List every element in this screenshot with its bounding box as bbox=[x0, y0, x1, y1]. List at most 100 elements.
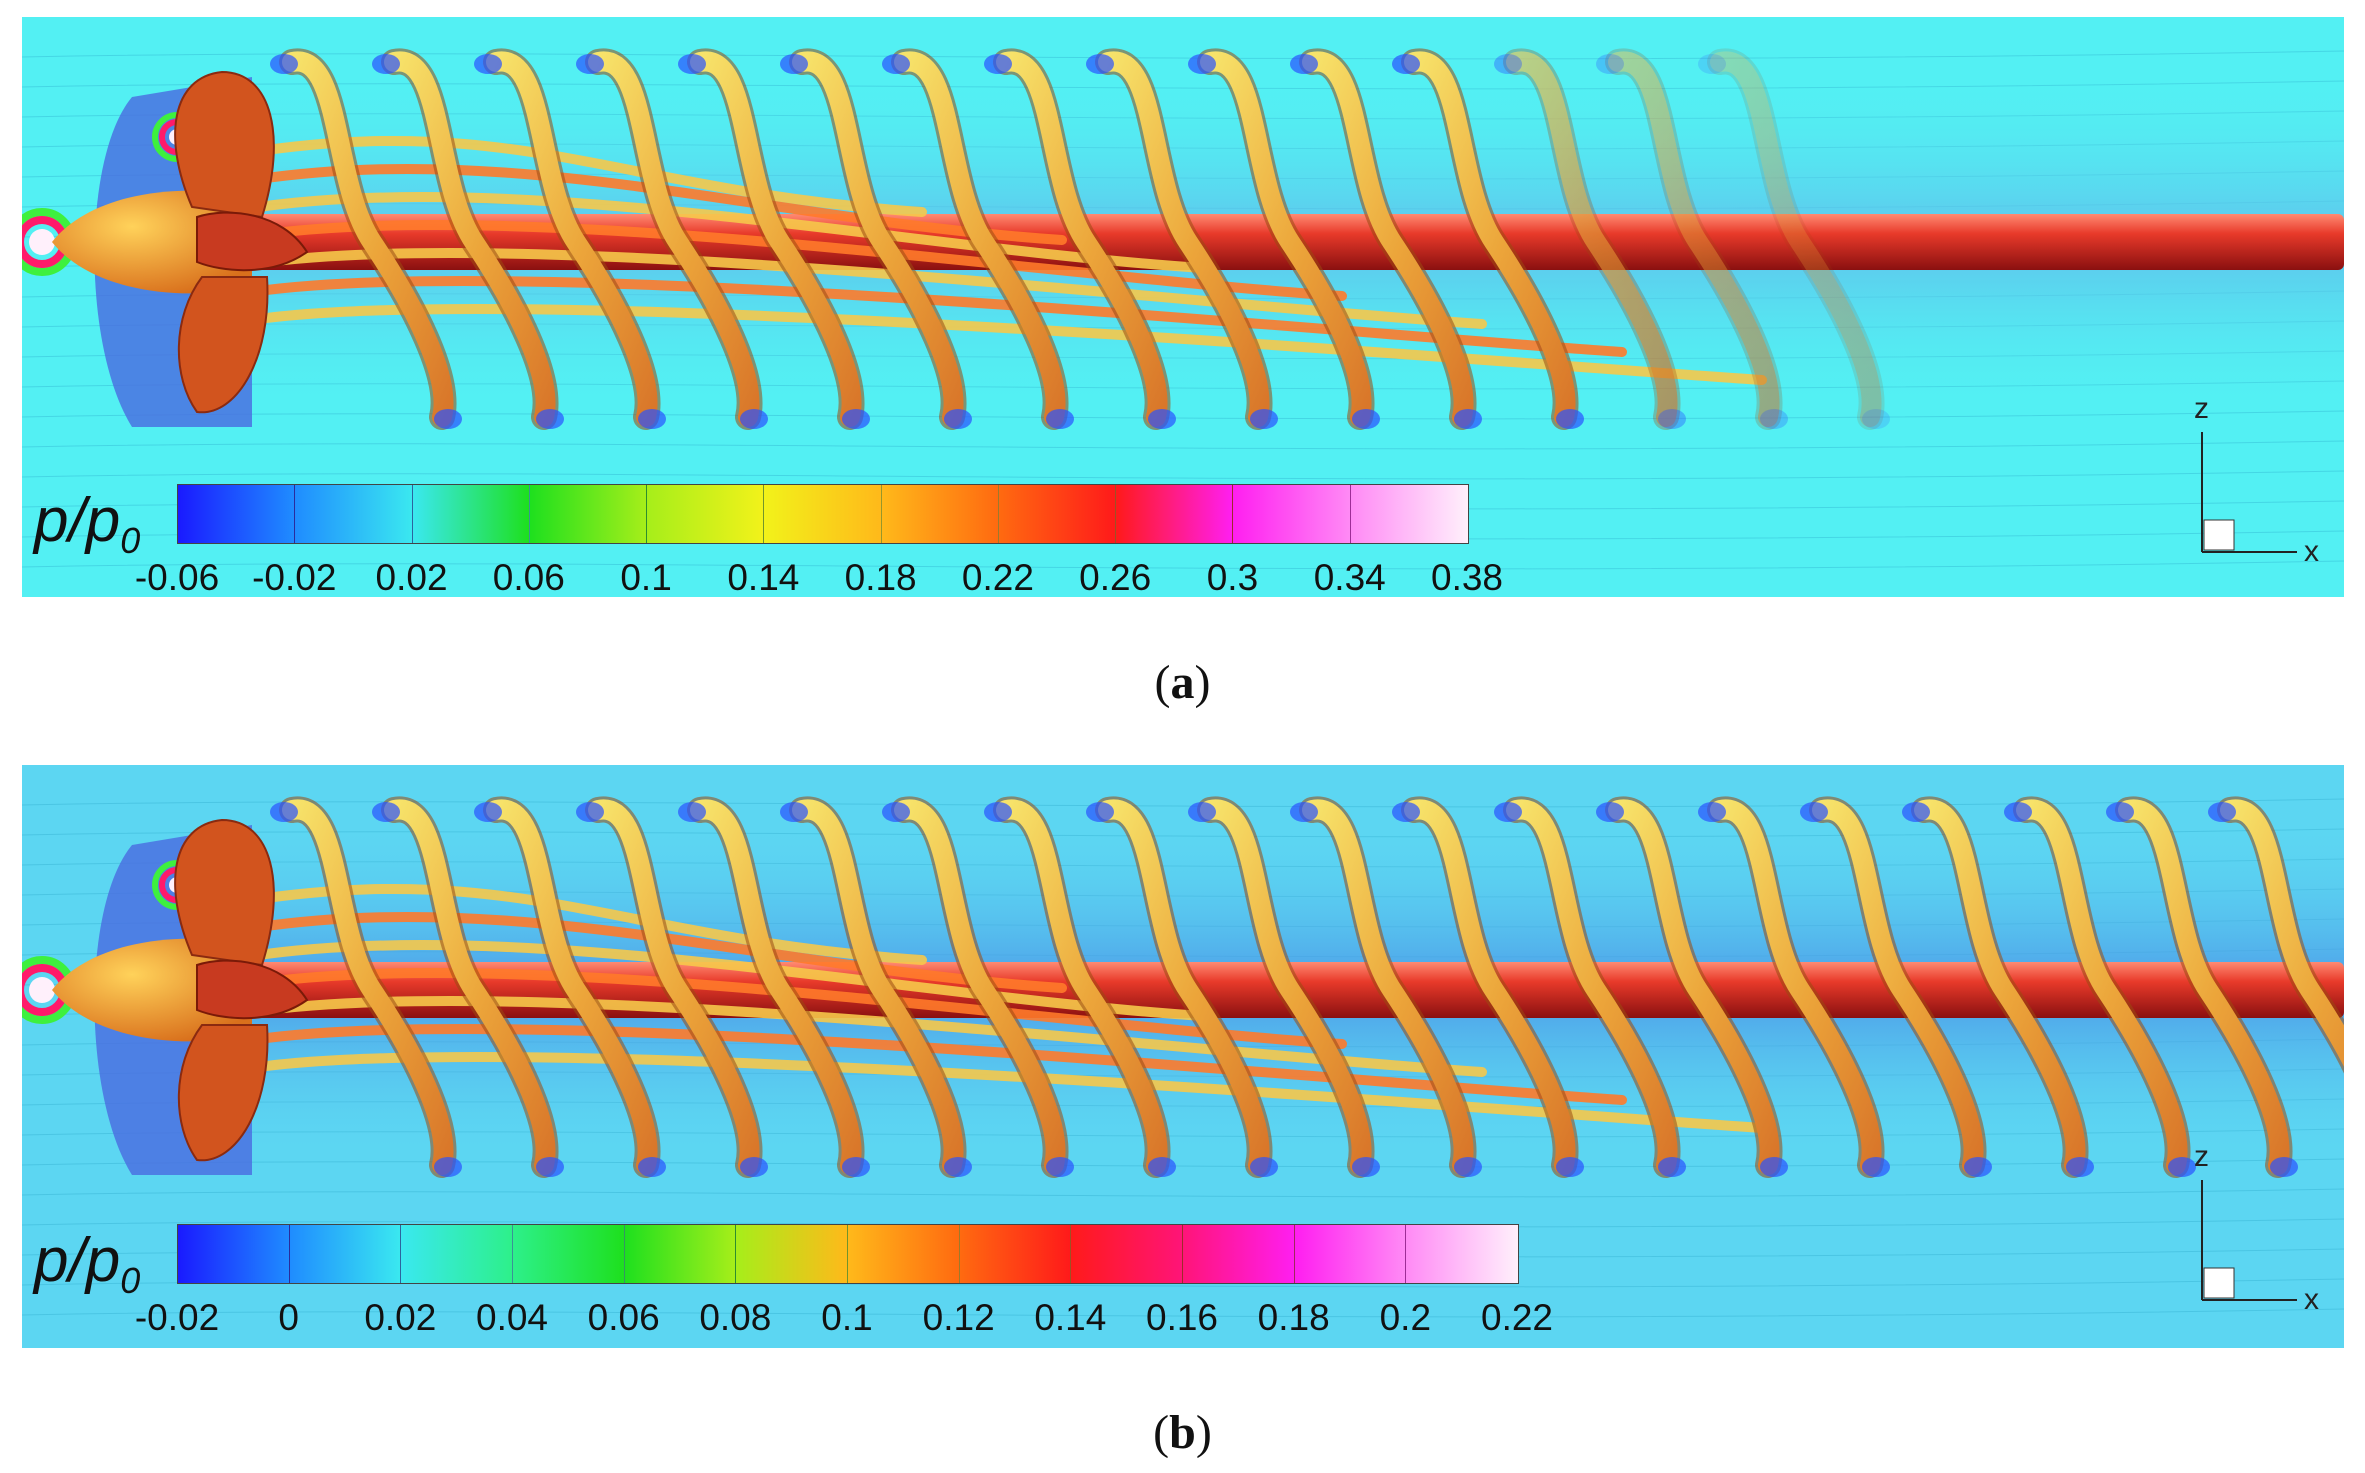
vortex-core-mark bbox=[1556, 409, 1584, 429]
tip-vortex bbox=[1812, 799, 1984, 1175]
vortex-core-mark bbox=[984, 54, 1012, 74]
caption-b: (b) bbox=[1153, 1406, 1212, 1459]
colorbar-segment bbox=[178, 485, 296, 543]
pressure-contour-field bbox=[22, 765, 2344, 1348]
colorbar bbox=[177, 484, 1469, 544]
axis-triad-lines bbox=[2201, 432, 2297, 553]
colorbar-tick-label: 0.1 bbox=[620, 557, 672, 597]
vortex-core-mark bbox=[1454, 1157, 1482, 1177]
vortex-core-mark bbox=[1596, 54, 1624, 74]
vortex-core-mark bbox=[1862, 409, 1890, 429]
colorbar-segment bbox=[512, 1225, 625, 1283]
vortex-core-mark bbox=[576, 802, 604, 822]
colorbar-tick-label: 0.04 bbox=[475, 1297, 549, 1338]
axis-triad-lines bbox=[2201, 1180, 2297, 1301]
colorbar-tick-label: 0.2 bbox=[1379, 1297, 1432, 1338]
colorbar-segment bbox=[998, 485, 1117, 543]
vortex-core-mark bbox=[1250, 409, 1278, 429]
colorbar-segment bbox=[847, 1225, 960, 1283]
tip-vortex bbox=[1914, 799, 2086, 1175]
tip-vortex bbox=[282, 51, 454, 427]
axis-label-z: z bbox=[2194, 392, 2209, 425]
colorbar-segment bbox=[959, 1225, 1072, 1283]
colorbar-tick-label: 0.38 bbox=[1430, 557, 1504, 597]
tip-vortex bbox=[1608, 799, 1780, 1175]
tip-vortex bbox=[588, 51, 760, 427]
vortex-core-mark bbox=[474, 802, 502, 822]
tip-vortices bbox=[270, 796, 2344, 1178]
vortex-core-mark bbox=[882, 54, 910, 74]
tip-vortex bbox=[2118, 799, 2290, 1175]
tip-vortex bbox=[690, 51, 862, 427]
colorbar-label: p/p0 bbox=[34, 486, 141, 561]
tip-vortices bbox=[270, 48, 1890, 430]
colorbar-tick-label: -0.02 bbox=[252, 557, 337, 597]
vortex-core-mark bbox=[944, 409, 972, 429]
vortex-core-mark bbox=[2004, 802, 2032, 822]
vortex-core-mark bbox=[1392, 802, 1420, 822]
colorbar-segment bbox=[401, 1225, 513, 1283]
colorbar-segment bbox=[1116, 485, 1234, 543]
colorbar-segment bbox=[1071, 1225, 1183, 1283]
vortex-core-mark bbox=[1494, 54, 1522, 74]
tip-vortex bbox=[792, 799, 964, 1175]
colorbar-tick-label: 0.18 bbox=[844, 557, 917, 597]
vortex-core-mark bbox=[576, 54, 604, 74]
colorbar-tick-label: 0 bbox=[278, 1297, 299, 1338]
vortex-core-mark bbox=[1290, 802, 1318, 822]
vortex-core-mark bbox=[678, 54, 706, 74]
vortex-core-mark bbox=[1290, 54, 1318, 74]
colorbar-tick-label: 0.18 bbox=[1257, 1297, 1330, 1338]
colorbar-segment bbox=[1182, 1225, 1295, 1283]
tip-vortex bbox=[1710, 799, 1882, 1175]
colorbar-segment bbox=[412, 485, 530, 543]
tip-vortex bbox=[1404, 799, 1576, 1175]
vortex-core-mark bbox=[1698, 802, 1726, 822]
tip-vortex bbox=[384, 51, 556, 427]
vortex-core-mark bbox=[270, 802, 298, 822]
vortex-core-mark bbox=[1046, 409, 1074, 429]
axis-label-x: x bbox=[2304, 535, 2319, 568]
tip-vortex bbox=[1608, 51, 1780, 427]
vortex-core-mark bbox=[1658, 409, 1686, 429]
vortex-core-mark bbox=[1250, 1157, 1278, 1177]
caption-a: (a) bbox=[1154, 656, 1211, 709]
vortex-core-mark bbox=[1964, 1157, 1992, 1177]
vortex-core-mark bbox=[1760, 409, 1788, 429]
vortex-core-mark bbox=[1148, 1157, 1176, 1177]
colorbar-tick-label: 0.16 bbox=[1145, 1297, 1219, 1338]
vortex-core-mark bbox=[1556, 1157, 1584, 1177]
vortex-core-mark bbox=[1596, 802, 1624, 822]
vortex-core-mark bbox=[434, 409, 462, 429]
vortex-core-mark bbox=[1352, 1157, 1380, 1177]
vortex-core-mark bbox=[1392, 54, 1420, 74]
axis-label-z: z bbox=[2194, 1140, 2209, 1173]
tip-vortex bbox=[1404, 51, 1576, 427]
vortex-core-mark bbox=[1188, 54, 1216, 74]
vortex-core-mark bbox=[536, 1157, 564, 1177]
vortex-core-mark bbox=[638, 409, 666, 429]
colorbar-tick-label: 0.26 bbox=[1079, 557, 1152, 597]
colorbar-ticks: -0.06 -0.02 0.02 0.06 0.1 0.14 0.18 0.22 0.26 0.3… bbox=[135, 557, 1503, 597]
vortex-core-mark bbox=[1494, 802, 1522, 822]
vortex-core-mark bbox=[1086, 802, 1114, 822]
vortex-core-mark bbox=[842, 409, 870, 429]
vortex-core-mark bbox=[882, 802, 910, 822]
vortex-core-mark bbox=[1188, 802, 1216, 822]
tip-vortex bbox=[1098, 799, 1270, 1175]
colorbar-segment bbox=[647, 485, 765, 543]
colorbar-segment bbox=[1350, 485, 1468, 543]
vortex-core-mark bbox=[270, 54, 298, 74]
tip-vortex bbox=[690, 799, 862, 1175]
vortex-core-mark bbox=[1046, 1157, 1074, 1177]
colorbar-label: p/p0 bbox=[34, 1226, 141, 1301]
vortex-core-mark bbox=[372, 54, 400, 74]
colorbar-segment bbox=[289, 1225, 402, 1283]
tip-vortex bbox=[1710, 51, 1882, 427]
vortex-core-mark bbox=[2106, 802, 2134, 822]
axis-label-x: x bbox=[2304, 1283, 2319, 1316]
colorbar-tick-label: -0.02 bbox=[134, 1297, 220, 1338]
tip-vortex bbox=[894, 51, 1066, 427]
colorbar-tick-label: 0.14 bbox=[727, 557, 800, 597]
vortex-core-mark bbox=[474, 54, 502, 74]
